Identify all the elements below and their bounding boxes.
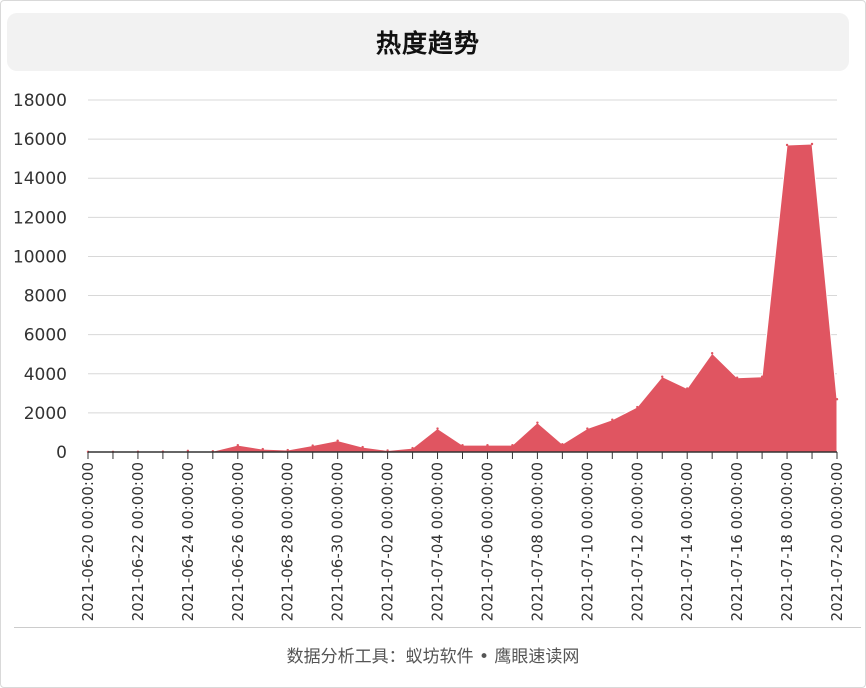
y-tick-label: 10000 [13,247,67,267]
data-point [511,443,514,447]
data-point [461,443,464,447]
x-tick-label: 2021-07-14 00:00:00 [678,462,696,621]
x-tick-label: 2021-07-18 00:00:00 [778,462,796,621]
x-tick-label: 2021-07-04 00:00:00 [429,462,447,621]
data-point [386,449,389,452]
x-tick-label: 2021-07-10 00:00:00 [578,462,596,621]
x-tick-label: 2021-06-28 00:00:00 [279,462,297,621]
x-tick-label: 2021-06-20 00:00:00 [79,462,97,621]
x-tick-label: 2021-06-30 00:00:00 [329,462,347,621]
x-tick-label: 2021-07-06 00:00:00 [478,462,496,621]
data-point [536,421,539,424]
data-point [785,143,789,147]
data-point [636,405,639,409]
data-point [810,142,814,146]
area-series [87,143,838,453]
y-tick-label: 12000 [13,208,67,228]
x-tick-label: 2021-07-12 00:00:00 [628,462,646,621]
data-point [760,375,764,378]
x-tick-label: 2021-07-08 00:00:00 [528,462,546,621]
x-tick-label: 2021-06-24 00:00:00 [179,462,197,621]
y-tick-label: 16000 [13,130,67,150]
data-point [735,376,739,379]
data-point [411,446,414,450]
x-tick-label: 2021-07-20 00:00:00 [828,462,846,621]
data-point [236,443,239,447]
data-point [561,442,564,446]
x-tick-label: 2021-06-22 00:00:00 [129,462,147,621]
data-point [286,448,289,452]
data-point [436,427,439,430]
data-point [611,418,614,421]
data-point [661,375,664,378]
x-tick-label: 2021-07-16 00:00:00 [728,462,746,621]
x-tick-label: 2021-07-02 00:00:00 [379,462,397,621]
y-tick-label: 14000 [13,169,67,189]
data-point [361,445,364,449]
y-tick-label: 2000 [24,404,67,424]
y-tick-label: 0 [56,443,67,463]
data-point [710,352,714,355]
chart-title-bar: 热度趋势 [7,13,849,71]
y-tick-label: 8000 [24,287,67,307]
x-tick-label: 2021-06-26 00:00:00 [229,462,247,621]
data-point [686,387,689,390]
footer-credit: 数据分析工具：蚁坊软件 • 鹰眼速读网 [286,647,580,667]
y-tick-label: 6000 [24,326,67,346]
data-point [261,447,264,451]
data-point [486,443,489,447]
data-point [336,439,339,442]
footer-divider [14,627,861,628]
data-point [311,444,314,447]
y-tick-label: 18000 [13,91,67,111]
y-tick-label: 4000 [24,365,67,385]
chart-title: 热度趋势 [375,29,480,58]
data-point [835,398,839,401]
data-point [586,427,589,430]
